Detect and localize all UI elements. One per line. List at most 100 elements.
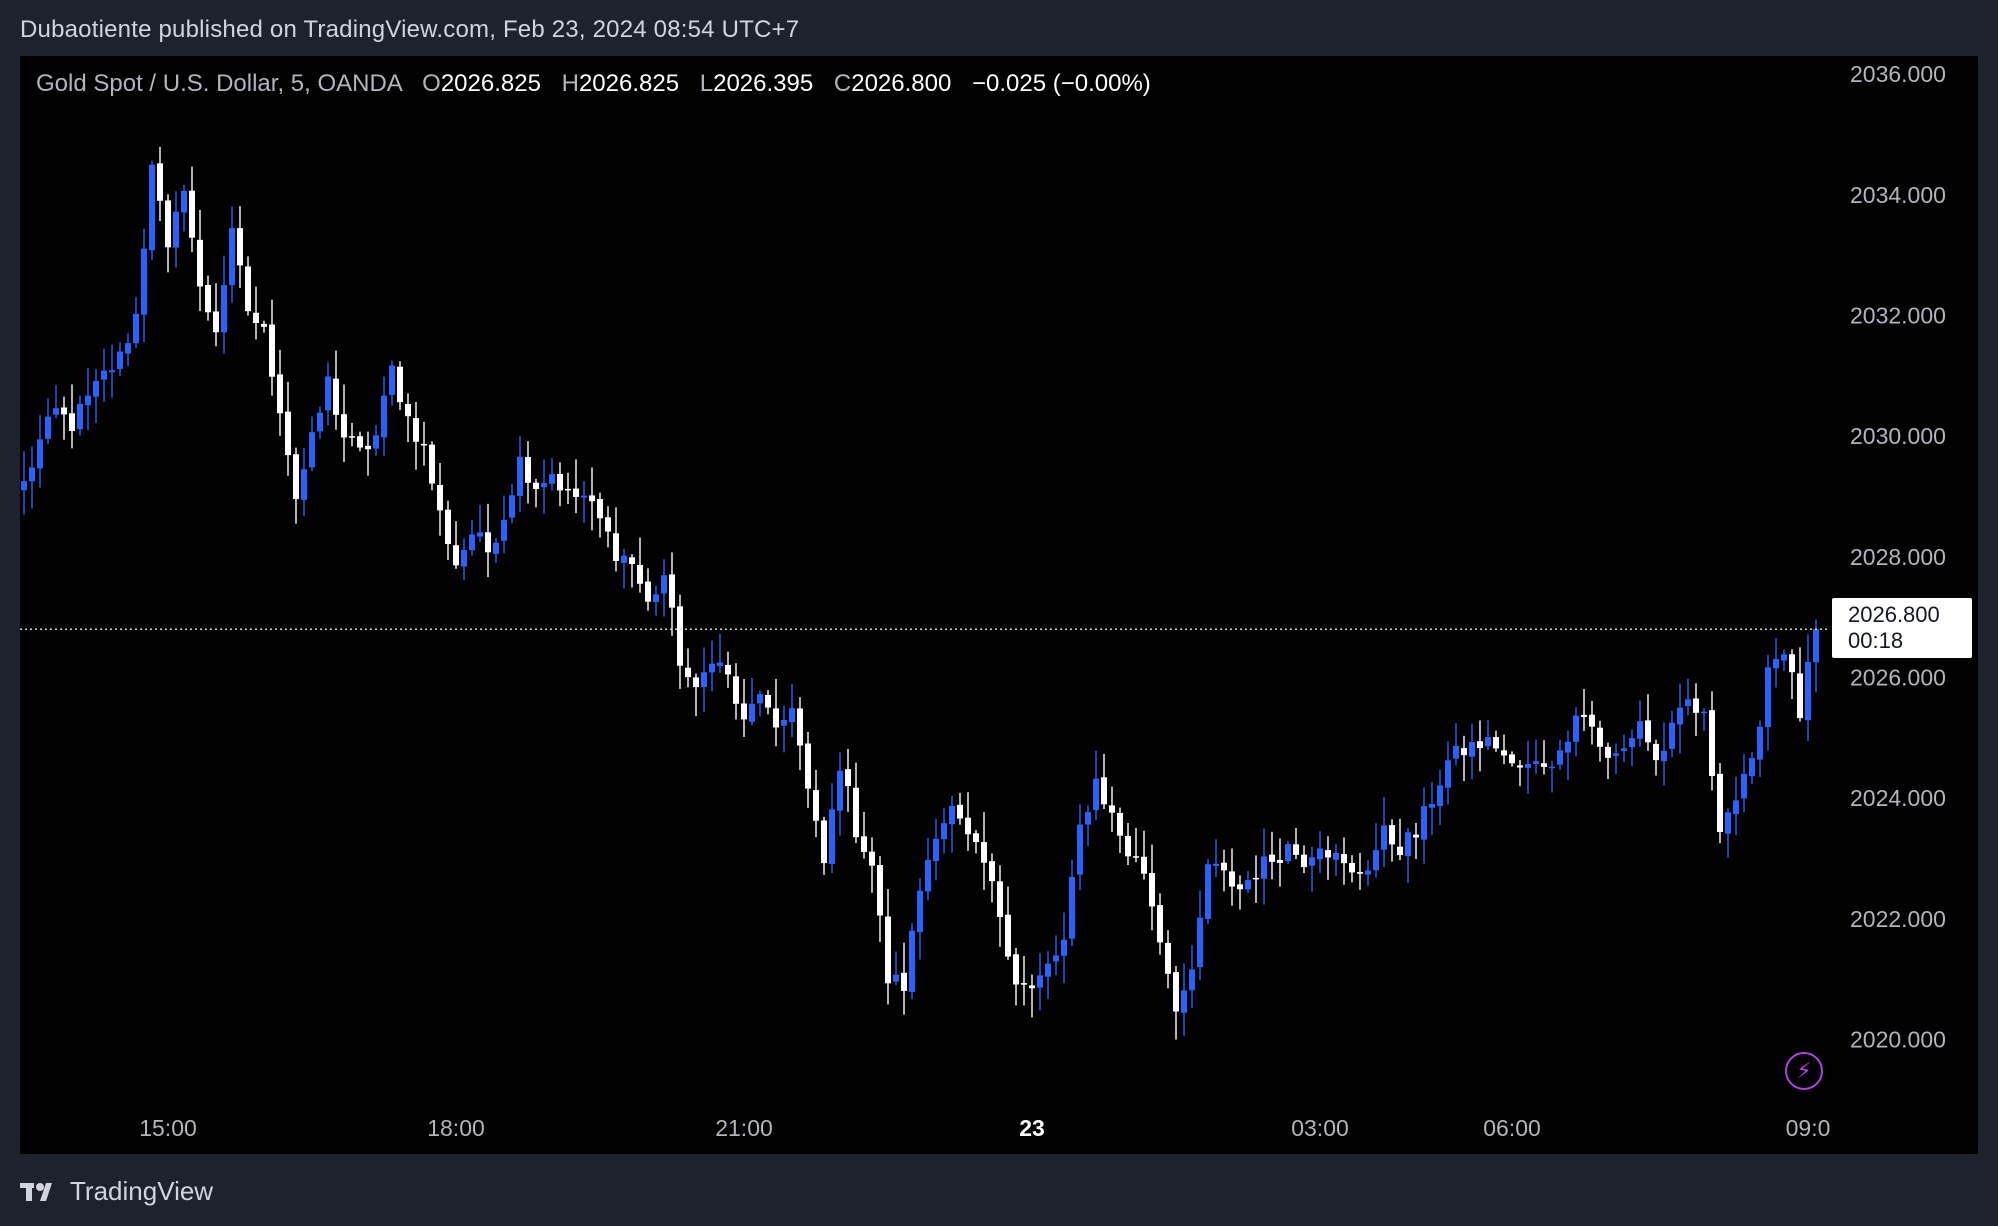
candle-body (421, 443, 427, 446)
candle-body (1221, 862, 1227, 871)
candle-body (789, 708, 795, 723)
candle-body (1557, 750, 1563, 765)
candle-body (1621, 748, 1627, 752)
candle-body (1509, 754, 1515, 764)
candle-body (973, 833, 979, 843)
candle-body (1669, 722, 1675, 749)
candle-body (1085, 812, 1091, 825)
candle-body (669, 574, 675, 608)
candle-body (1109, 805, 1115, 813)
y-tick-label-1: 2034.000 (1850, 182, 1946, 208)
candle-body (173, 211, 179, 248)
candle-body (1253, 877, 1259, 880)
candle-body (933, 838, 939, 862)
candle-body (309, 432, 315, 468)
candle-body (1117, 812, 1123, 836)
candle-body (909, 930, 915, 992)
chart-area[interactable]: 2036.000 2034.000 2032.000 2030.000 2028.000… (20, 56, 1978, 1154)
candle-body (1597, 727, 1603, 747)
candle-body (1453, 745, 1459, 759)
candle-body (1589, 714, 1595, 727)
candle-body (621, 555, 627, 564)
candle-body (733, 676, 739, 704)
candle-body (1805, 661, 1811, 721)
y-tick-label-6: 2024.000 (1850, 785, 1946, 811)
candle-body (1045, 963, 1051, 977)
candle-body (1781, 654, 1787, 661)
candle-body (741, 703, 747, 720)
candle-body (629, 557, 635, 564)
candle-body (1325, 850, 1331, 858)
candle-body (1165, 942, 1171, 974)
candle-body (101, 370, 107, 380)
publish-info: Dubaotiente published on TradingView.com… (20, 16, 800, 43)
candle-body (573, 488, 579, 497)
candlestick-chart[interactable]: 2036.000 2034.000 2032.000 2030.000 2028.000… (20, 56, 1978, 1154)
candle-body (405, 404, 411, 417)
close-value: 2026.800 (851, 70, 952, 97)
candle-body (157, 163, 163, 201)
footer-brand[interactable]: TradingView (20, 1176, 213, 1207)
candle-body (1701, 711, 1707, 714)
candle-body (869, 851, 875, 866)
candle-body (1237, 884, 1243, 890)
candle-body (541, 483, 547, 488)
candle-body (773, 708, 779, 728)
candle-body (389, 365, 395, 395)
candle-body (1645, 720, 1651, 743)
candle-body (109, 370, 115, 373)
candle-body (1093, 778, 1099, 811)
candle-body (125, 343, 131, 354)
tradingview-logo-icon (20, 1182, 52, 1201)
candle-body (1261, 856, 1267, 879)
candle-body (1677, 707, 1683, 725)
candle-body (1357, 871, 1363, 874)
candle-body (1653, 743, 1659, 761)
candle-body (325, 376, 331, 411)
candle-body (269, 324, 275, 377)
candle-body (989, 861, 995, 882)
candle-body (1573, 715, 1579, 742)
x-tick-label-0: 15:00 (139, 1115, 197, 1141)
candle-body (333, 378, 339, 415)
candle-body (1485, 737, 1491, 747)
candle-body (1037, 975, 1043, 988)
candle-body (781, 719, 787, 726)
candle-body (1317, 848, 1323, 860)
x-tick-label-4: 03:00 (1291, 1115, 1349, 1141)
candle-body (1749, 758, 1755, 777)
candle-body (1229, 871, 1235, 887)
candle-body (693, 677, 699, 688)
high-value: 2026.825 (578, 70, 680, 97)
candle-body (589, 495, 595, 502)
candle-body (1461, 748, 1467, 756)
candle-body (837, 770, 843, 811)
candle-body (1517, 765, 1523, 768)
candle-body (461, 549, 467, 567)
candle-body (517, 456, 523, 496)
candle-body (1725, 812, 1731, 834)
open-label: O (422, 70, 441, 97)
lightning-icon[interactable]: ⚡ (1785, 1052, 1823, 1090)
candle-body (469, 534, 475, 551)
candle-body (1189, 969, 1195, 991)
candle-body (1741, 773, 1747, 799)
candle-body (1789, 654, 1795, 673)
candle-body (1501, 750, 1507, 756)
candle-body (861, 836, 867, 852)
candle-body (1029, 985, 1035, 989)
candle-body (373, 435, 379, 449)
candle-body (21, 481, 27, 491)
y-tick-label-7: 2022.000 (1850, 906, 1946, 932)
candle-body (709, 663, 715, 673)
y-tick-label-2: 2032.000 (1850, 302, 1946, 328)
candle-body (845, 769, 851, 787)
candle-body (685, 667, 691, 678)
candle-body (133, 313, 139, 344)
candle-body (213, 311, 219, 333)
candle-body (997, 881, 1003, 917)
candle-body (941, 823, 947, 840)
candle-body (1269, 854, 1275, 862)
candle-body (701, 672, 707, 688)
low-label: L (699, 70, 714, 97)
